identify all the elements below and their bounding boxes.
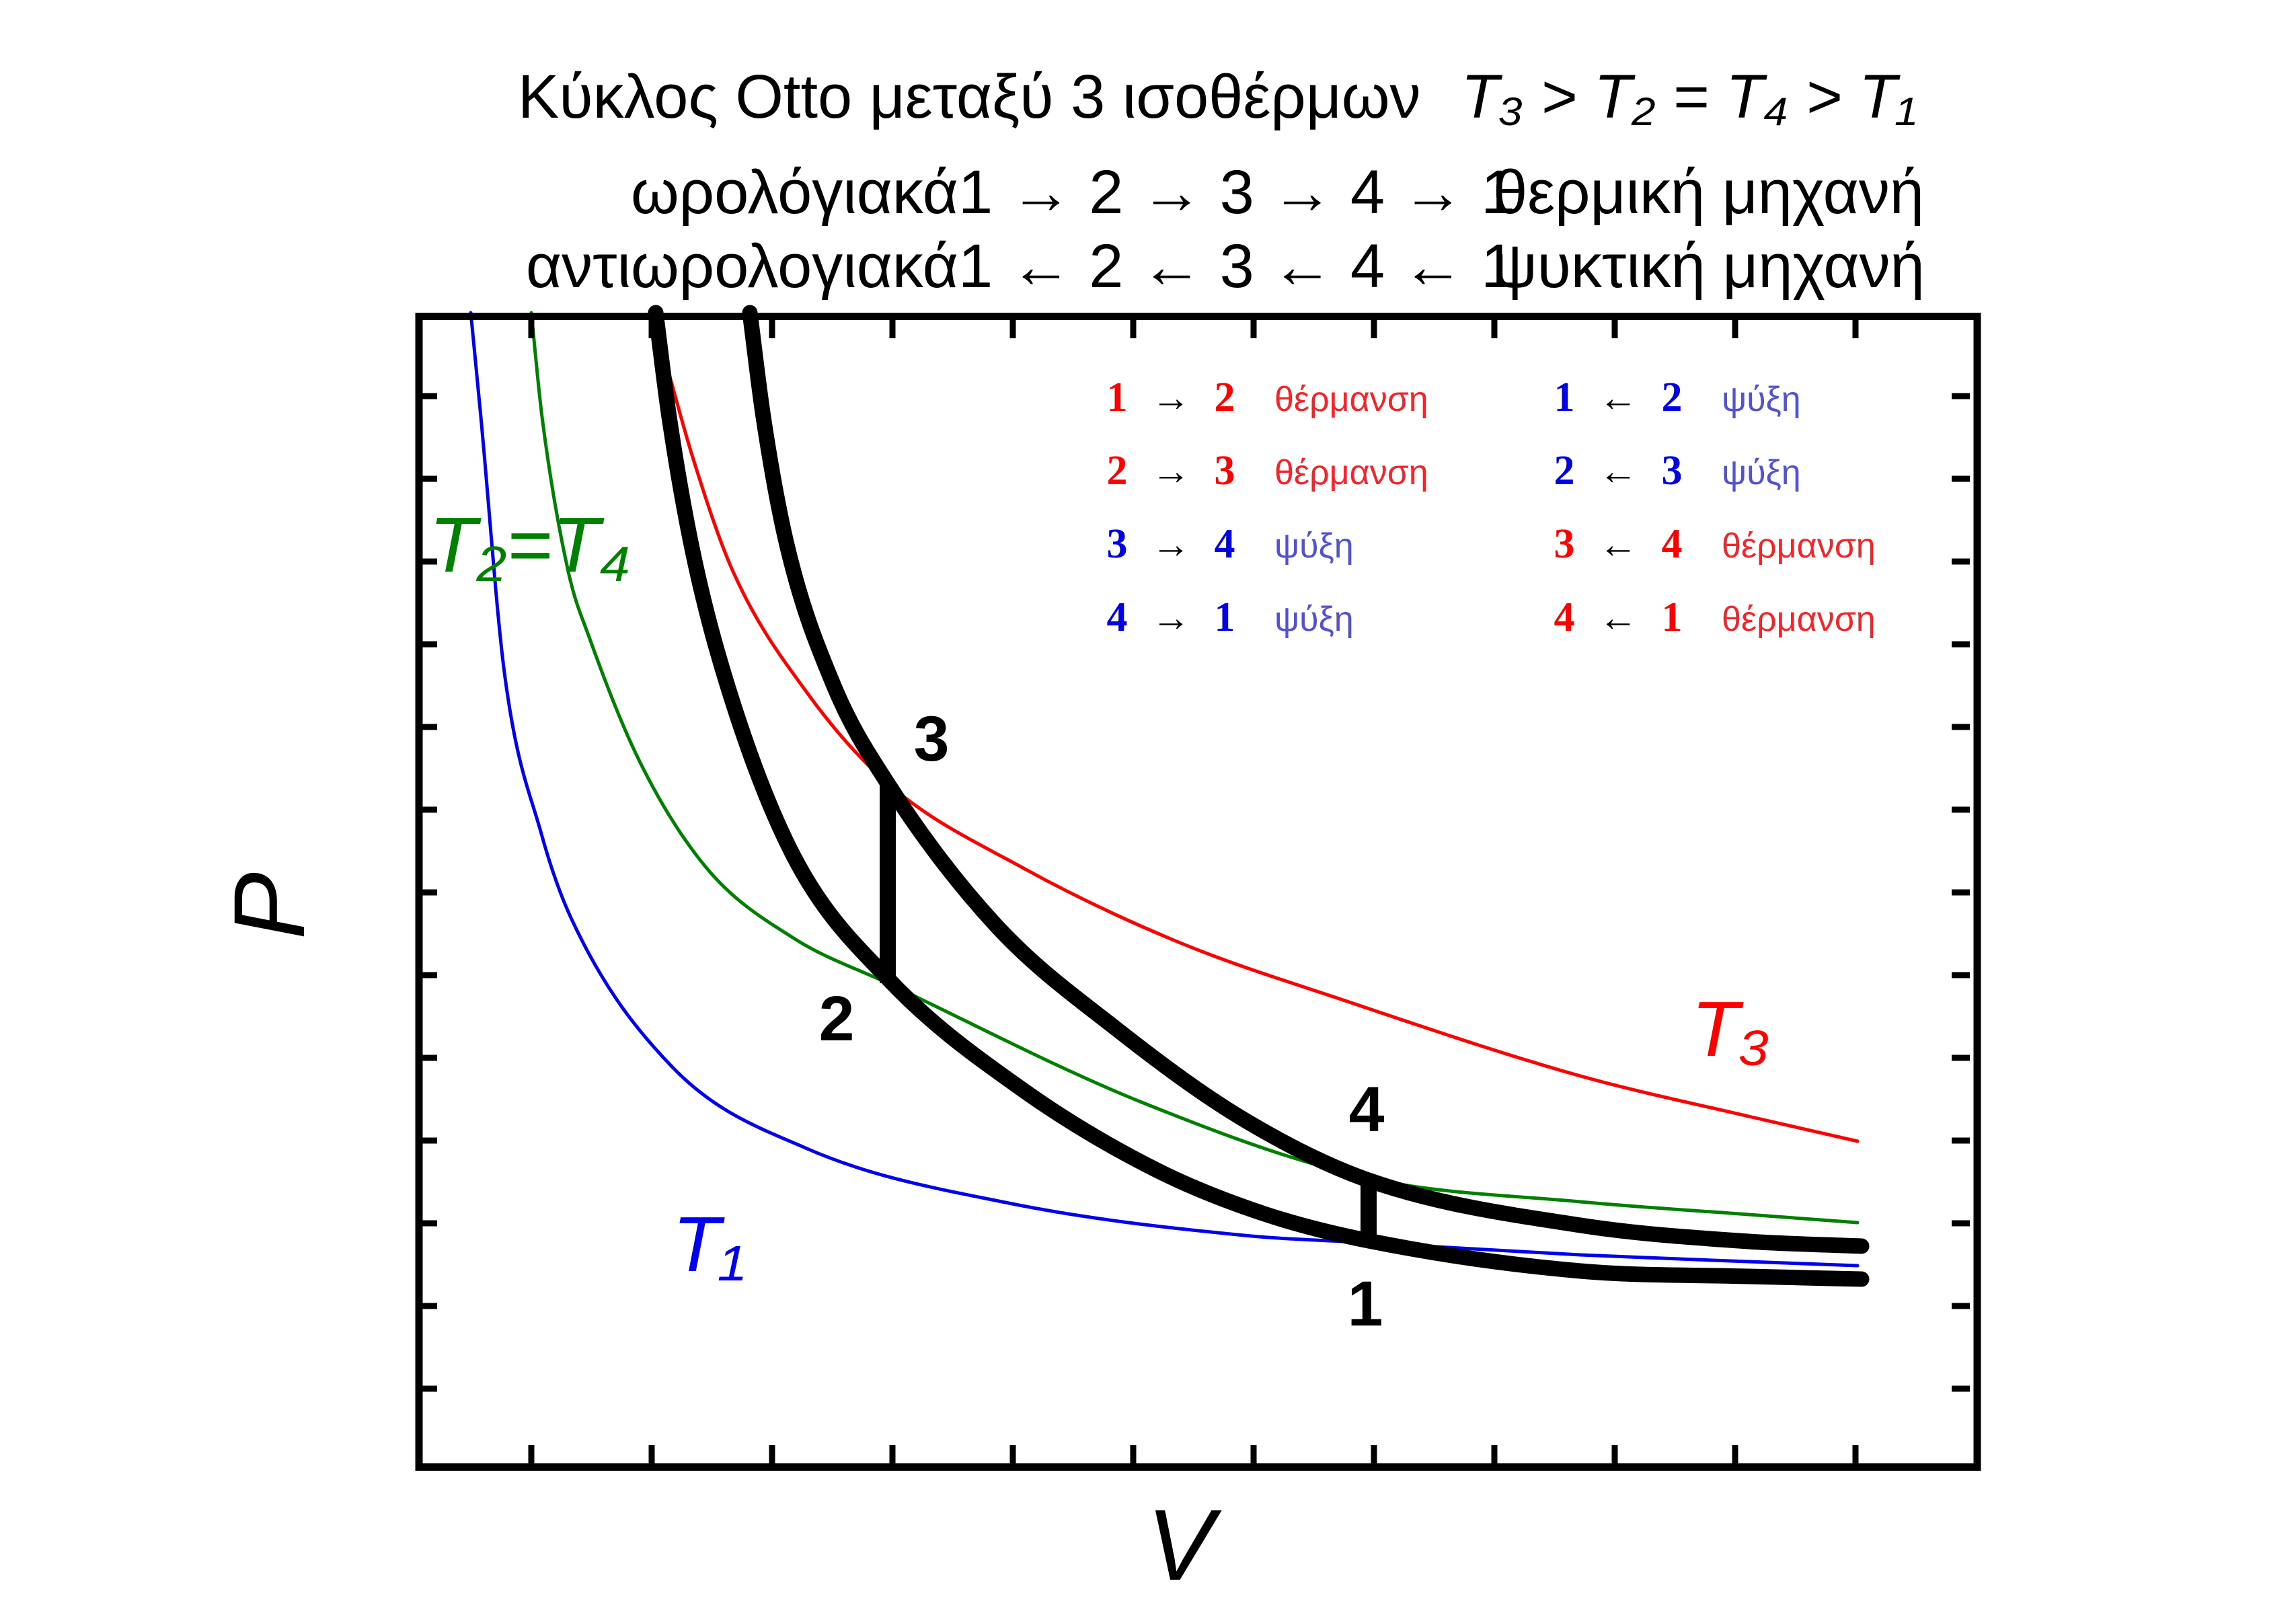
curve-adiabat_34 <box>742 305 1870 1254</box>
legend-to-number: 4 <box>1214 521 1235 567</box>
legend-process-word: ψύξη <box>1722 453 1801 492</box>
legend-from-number: 3 <box>1554 521 1575 567</box>
legend-to-number: 1 <box>1214 594 1235 640</box>
legend-from-number: 4 <box>1106 594 1128 640</box>
legend-to-number: 3 <box>1661 448 1683 494</box>
curve-isotherm_t3 <box>660 348 1860 1143</box>
title-inequality: T₃ > T₂ = T₄ > T₁ <box>1461 63 1917 131</box>
title-text: Κύκλος Otto μεταξύ 3 ισοθέρμων <box>518 63 1421 131</box>
point-label-3: 3 <box>913 703 950 775</box>
legend-process-word: ψύξη <box>1274 527 1354 566</box>
arrow-right-icon: → <box>1151 596 1190 640</box>
title-line-1: Κύκλος Otto μεταξύ 3 ισοθέρμων T₃ > T₂ =… <box>518 65 1916 130</box>
counterclockwise-sequence: 1 ← 2 ← 3 ← 4 ← 1 <box>958 232 1516 301</box>
legend-from-number: 2 <box>1106 448 1128 494</box>
legend-to-number: 2 <box>1661 375 1683 420</box>
legend-clockwise-column: 1 → 2 θέρμανση 2 → 3 θέρμανση 3 → 4 ψύξη 4 → 1 ψύξη <box>1100 374 1428 667</box>
legend-to-number: 4 <box>1661 521 1683 567</box>
point-label-2: 2 <box>818 983 855 1054</box>
legend-to-number: 3 <box>1214 448 1235 494</box>
arrow-left-icon: ← <box>1599 596 1638 640</box>
isotherm-label-t2-t4: T₂=T₄ <box>429 501 632 588</box>
counterclockwise-result: ψυκτική μηχανή <box>1493 232 1925 301</box>
legend-from-number: 4 <box>1554 594 1575 640</box>
clockwise-result: θερμική μηχανή <box>1493 158 1925 227</box>
curve-adiabat_12 <box>648 305 1870 1287</box>
legend-ccw-row-4: 4 ← 1 θέρμανση <box>1547 594 1876 667</box>
legend-from-number: 2 <box>1554 448 1575 494</box>
point-label-4: 4 <box>1348 1074 1385 1145</box>
arrow-right-icon: → <box>1151 449 1190 493</box>
legend-cw-row-3: 3 → 4 ψύξη <box>1100 521 1428 594</box>
arrow-left-icon: ← <box>1599 449 1638 493</box>
legend-cw-row-2: 2 → 3 θέρμανση <box>1100 447 1428 521</box>
clockwise-sequence: 1 → 2 → 3 → 4 → 1 <box>958 158 1516 227</box>
point-label-1: 1 <box>1347 1268 1383 1340</box>
x-axis-label-V: V <box>1147 1488 1215 1601</box>
counterclockwise-label: αντιωρολογιακά <box>525 232 958 301</box>
isotherm-label-t1: T₁ <box>673 1200 745 1288</box>
curve-isotherm_t24 <box>529 311 1860 1225</box>
legend-cw-row-4: 4 → 1 ψύξη <box>1100 594 1428 667</box>
y-axis-label-P: P <box>213 872 326 940</box>
legend-from-number: 1 <box>1106 375 1128 420</box>
curve-isotherm_t1 <box>469 311 1860 1268</box>
clockwise-label: ωρολόγιακά <box>630 158 958 227</box>
arrow-right-icon: → <box>1151 523 1190 566</box>
legend-process-word: ψύξη <box>1274 600 1354 639</box>
legend-process-word: ψύξη <box>1722 380 1801 419</box>
legend-to-number: 1 <box>1661 594 1683 640</box>
legend-process-word: θέρμανση <box>1274 380 1428 419</box>
legend-cw-row-1: 1 → 2 θέρμανση <box>1100 374 1428 447</box>
legend-from-number: 1 <box>1554 375 1575 420</box>
legend-process-word: θέρμανση <box>1722 527 1876 566</box>
arrow-left-icon: ← <box>1599 376 1638 420</box>
legend-counterclockwise-column: 1 ← 2 ψύξη 2 ← 3 ψύξη 3 ← 4 θέρμανση 4 ← 1 θέρμανση <box>1547 374 1876 667</box>
isotherm-label-t3: T₃ <box>1691 985 1770 1073</box>
legend-process-word: θέρμανση <box>1274 453 1428 492</box>
legend-ccw-row-1: 1 ← 2 ψύξη <box>1547 374 1876 447</box>
arrow-right-icon: → <box>1151 376 1190 420</box>
legend-from-number: 3 <box>1106 521 1128 567</box>
arrow-left-icon: ← <box>1599 523 1638 566</box>
legend-ccw-row-2: 2 ← 3 ψύξη <box>1547 447 1876 521</box>
legend-process-word: θέρμανση <box>1722 600 1876 639</box>
legend-ccw-row-3: 3 ← 4 θέρμανση <box>1547 521 1876 594</box>
legend-to-number: 2 <box>1214 375 1235 420</box>
